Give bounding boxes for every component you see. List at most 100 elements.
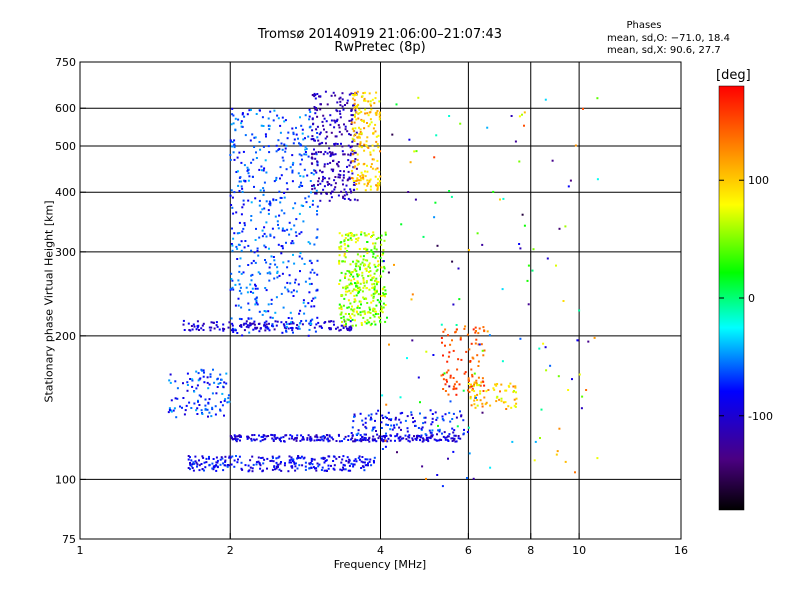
echo-point — [356, 143, 359, 145]
echo-point — [224, 460, 227, 463]
echo-point — [366, 259, 369, 262]
echo-point — [315, 435, 318, 438]
echo-point — [343, 252, 346, 255]
echo-point — [255, 463, 258, 466]
echo-point — [269, 460, 272, 462]
echo-point — [371, 277, 374, 280]
echo-point — [419, 412, 421, 415]
echo-point — [302, 175, 305, 178]
echo-point — [201, 468, 204, 471]
echo-point — [367, 146, 370, 149]
echo-point — [380, 438, 383, 440]
echo-point — [373, 288, 376, 291]
echo-point — [292, 242, 295, 245]
echo-point — [540, 408, 543, 411]
echo-point — [355, 93, 358, 96]
echo-point — [427, 440, 430, 443]
echo-point — [253, 320, 256, 323]
echo-point — [313, 271, 316, 274]
echo-point — [437, 439, 440, 442]
echo-point — [357, 305, 359, 308]
echo-point — [291, 169, 294, 172]
echo-point — [277, 463, 280, 466]
echo-point — [449, 376, 452, 379]
echo-point — [206, 376, 209, 379]
grid-lines — [80, 62, 681, 539]
echo-point — [316, 93, 319, 95]
echo-point — [285, 182, 288, 185]
echo-point — [407, 191, 410, 193]
echo-point — [263, 323, 266, 326]
y-tick-label: 600 — [55, 102, 76, 115]
echo-point — [373, 426, 376, 429]
echo-point — [191, 328, 194, 331]
echo-point — [259, 327, 262, 330]
echo-point — [245, 320, 248, 323]
echo-point — [267, 212, 270, 215]
echo-point — [456, 425, 459, 428]
echo-point — [368, 123, 371, 126]
echo-point — [182, 382, 184, 385]
echo-point — [412, 421, 415, 424]
echo-point — [353, 151, 356, 154]
echo-point — [256, 249, 259, 252]
echo-point — [265, 171, 268, 174]
echo-point — [353, 102, 356, 105]
echo-point — [251, 273, 254, 276]
echo-point — [300, 204, 303, 207]
echo-point — [261, 313, 264, 316]
echo-point — [304, 465, 307, 468]
echo-point — [407, 439, 410, 442]
echo-point — [377, 146, 380, 149]
echo-point — [440, 337, 443, 339]
echo-point — [363, 438, 366, 441]
echo-point — [339, 313, 342, 316]
echo-point — [470, 404, 473, 407]
echo-point — [348, 283, 351, 286]
echo-point — [387, 424, 389, 426]
echo-point — [348, 329, 351, 332]
echo-point — [457, 435, 460, 437]
echo-point — [367, 462, 369, 465]
echo-point — [176, 397, 179, 400]
echo-point — [452, 431, 455, 434]
echo-point — [273, 328, 276, 331]
echo-point — [322, 188, 325, 191]
echo-point — [404, 419, 407, 422]
echo-point — [368, 308, 371, 311]
echo-point — [321, 435, 324, 438]
echo-point — [347, 234, 350, 237]
echo-point — [236, 438, 239, 441]
echo-point — [364, 99, 367, 102]
echo-point — [347, 245, 350, 248]
echo-point — [230, 272, 233, 275]
echo-point — [287, 317, 290, 319]
echo-point — [238, 180, 241, 183]
echo-point — [292, 142, 295, 145]
echo-point — [372, 299, 375, 302]
echo-point — [235, 455, 237, 457]
echo-point — [282, 306, 285, 309]
echo-point — [231, 145, 234, 148]
echo-point — [316, 236, 319, 239]
echo-point — [369, 151, 372, 154]
echo-point — [312, 138, 315, 140]
echo-point — [365, 140, 368, 143]
echo-point — [364, 437, 367, 440]
echo-point — [593, 336, 596, 339]
echo-point — [375, 412, 378, 415]
echo-point — [342, 327, 345, 329]
echo-point — [458, 383, 461, 386]
echo-point — [286, 188, 289, 191]
echo-point — [352, 166, 355, 169]
echo-point — [206, 408, 209, 411]
echo-point — [526, 279, 529, 282]
echo-point — [451, 339, 453, 342]
echo-point — [372, 149, 375, 152]
echo-point — [338, 246, 341, 249]
echo-point — [239, 439, 241, 442]
echo-point — [368, 271, 370, 273]
echo-point — [351, 137, 354, 140]
echo-point — [348, 271, 351, 274]
echo-point — [212, 458, 215, 460]
